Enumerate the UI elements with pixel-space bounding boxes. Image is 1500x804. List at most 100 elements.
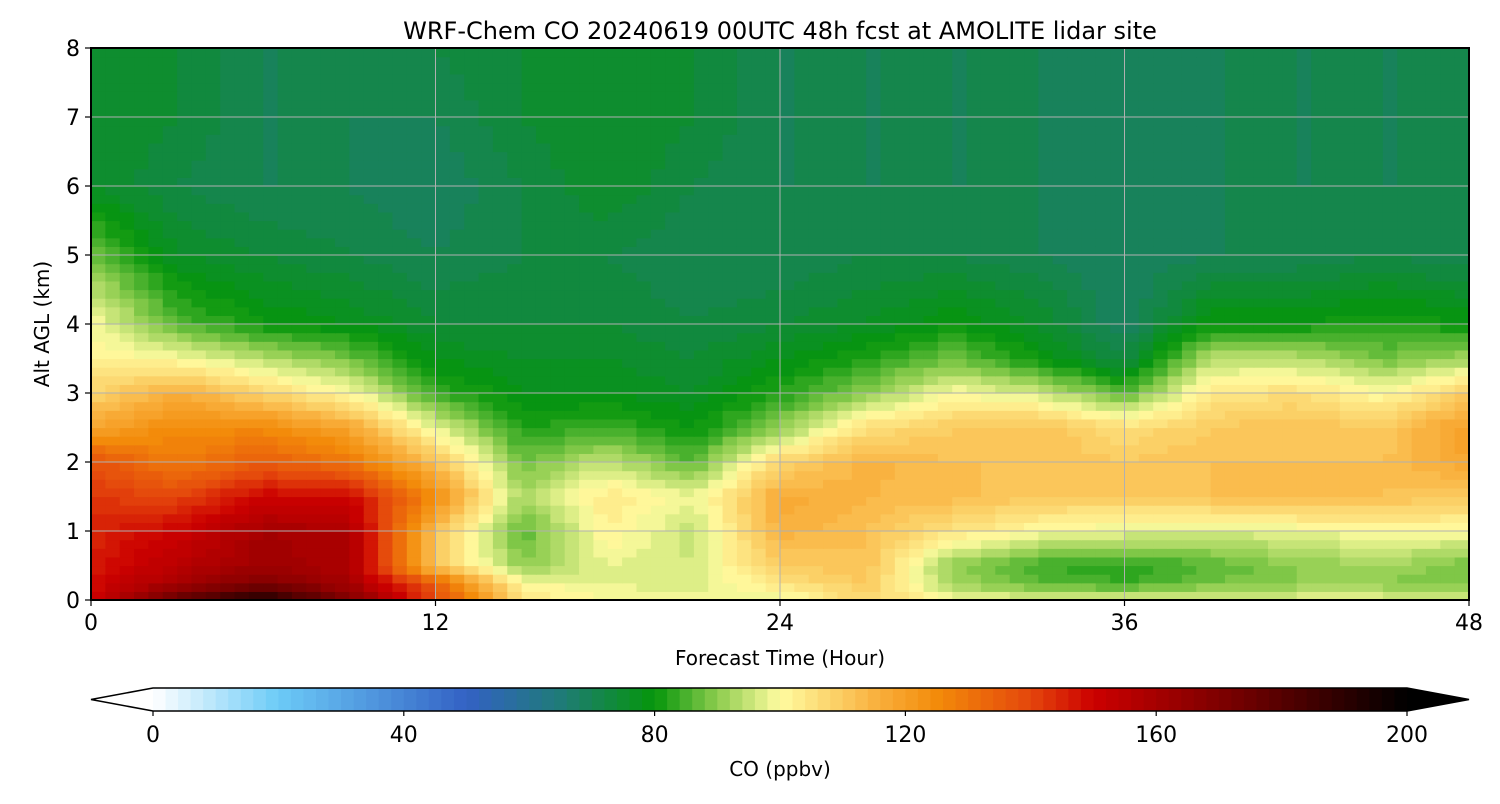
contour-cell xyxy=(306,393,322,403)
contour-cell xyxy=(650,522,666,532)
contour-cell xyxy=(1311,186,1327,196)
contour-cell xyxy=(1411,263,1427,273)
contour-cell xyxy=(894,470,910,480)
contour-cell xyxy=(291,574,307,584)
contour-cell xyxy=(937,462,953,472)
contour-cell xyxy=(1253,436,1269,446)
contour-cell xyxy=(521,487,537,498)
contour-cell xyxy=(406,462,422,472)
contour-cell xyxy=(1368,539,1384,549)
contour-cell xyxy=(679,487,695,498)
contour-cell xyxy=(1354,479,1370,489)
contour-cell xyxy=(421,263,437,273)
contour-cell xyxy=(177,410,193,420)
contour-cell xyxy=(722,410,738,420)
contour-cell xyxy=(478,298,494,308)
contour-cell xyxy=(1167,539,1183,549)
contour-cell xyxy=(1296,427,1312,437)
contour-cell xyxy=(349,591,365,601)
contour-cell xyxy=(1368,574,1384,584)
contour-cell xyxy=(392,263,408,273)
contour-cell xyxy=(435,487,451,498)
contour-cell xyxy=(894,289,910,299)
contour-cell xyxy=(1024,229,1039,239)
contour-cell xyxy=(421,160,437,170)
contour-cell xyxy=(1253,194,1269,204)
contour-cell xyxy=(622,315,638,325)
contour-cell xyxy=(780,324,795,334)
contour-cell xyxy=(1282,255,1298,265)
contour-cell xyxy=(1282,591,1298,601)
contour-cell xyxy=(1038,556,1054,567)
contour-cell xyxy=(335,505,350,515)
contour-cell xyxy=(1110,289,1126,299)
contour-cell xyxy=(507,453,523,463)
contour-cell xyxy=(980,211,996,222)
contour-cell xyxy=(1454,168,1470,178)
contour-cell xyxy=(708,151,724,161)
contour-cell xyxy=(119,237,135,247)
contour-cell xyxy=(1181,220,1197,230)
contour-cell xyxy=(320,289,336,299)
contour-cell xyxy=(564,315,580,325)
contour-cell xyxy=(1124,384,1140,394)
contour-cell xyxy=(291,203,307,213)
contour-cell xyxy=(91,280,106,291)
contour-cell xyxy=(837,531,853,541)
contour-cell xyxy=(1440,436,1456,446)
contour-cell xyxy=(722,582,738,592)
contour-cell xyxy=(1196,194,1212,204)
contour-cell xyxy=(1210,306,1226,316)
contour-cell xyxy=(866,375,882,385)
contour-cell xyxy=(607,462,623,472)
contour-cell xyxy=(248,160,264,170)
contour-cell xyxy=(894,591,910,601)
contour-cell xyxy=(1239,168,1255,178)
contour-cell xyxy=(306,186,322,196)
contour-cell xyxy=(1253,574,1269,584)
contour-cell xyxy=(1067,384,1083,394)
contour-cell xyxy=(1196,358,1212,368)
contour-cell xyxy=(1153,384,1169,394)
contour-cell xyxy=(1411,186,1427,196)
contour-cell xyxy=(119,487,135,498)
contour-cell xyxy=(1181,289,1197,299)
contour-cell xyxy=(650,591,666,601)
contour-cell xyxy=(1368,418,1384,429)
contour-cell xyxy=(1440,496,1456,506)
contour-cell xyxy=(263,384,279,394)
contour-cell xyxy=(363,384,379,394)
contour-cell xyxy=(1411,246,1427,256)
contour-cell xyxy=(937,531,953,541)
contour-cell xyxy=(693,522,709,532)
contour-cell xyxy=(363,375,379,385)
contour-cell xyxy=(363,168,379,178)
contour-cell xyxy=(550,151,566,161)
contour-cell xyxy=(808,306,824,316)
contour-cell xyxy=(880,203,896,213)
contour-cell xyxy=(794,427,810,437)
contour-cell xyxy=(392,444,408,454)
contour-cell xyxy=(1138,513,1154,523)
contour-cell xyxy=(349,211,365,222)
contour-cell xyxy=(837,341,853,351)
contour-cell xyxy=(780,591,795,601)
contour-cell xyxy=(1095,384,1111,394)
contour-cell xyxy=(521,393,537,403)
contour-cell xyxy=(406,349,422,360)
contour-cell xyxy=(579,367,594,377)
contour-cell xyxy=(363,341,379,351)
contour-cell xyxy=(1081,263,1097,273)
contour-cell xyxy=(449,393,465,403)
contour-cell xyxy=(909,496,925,506)
contour-cell xyxy=(1067,324,1083,334)
contour-cell xyxy=(736,194,752,204)
contour-cell xyxy=(378,410,394,420)
contour-cell xyxy=(134,427,150,437)
contour-cell xyxy=(1296,410,1312,420)
contour-cell xyxy=(1397,375,1413,385)
contour-cell xyxy=(808,237,824,247)
contour-cell xyxy=(823,444,839,454)
contour-cell xyxy=(693,203,709,213)
contour-cell xyxy=(693,574,709,584)
